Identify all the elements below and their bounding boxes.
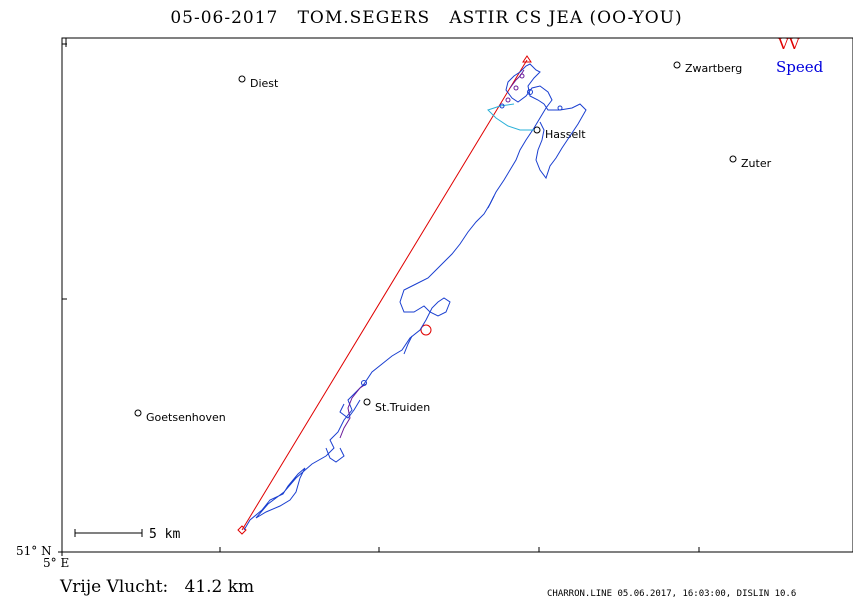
map-title: 05-06-2017 TOM.SEGERS ASTIR CS JEA (OO-Y… — [0, 8, 853, 28]
town-label: Hasselt — [545, 128, 586, 141]
town-label: Diest — [250, 77, 279, 90]
town-label: Zuter — [741, 157, 772, 170]
flight-date: 05-06-2017 — [170, 8, 279, 28]
free-flight-distance: Vrije Vlucht: 41.2 km — [60, 577, 254, 597]
axis-ticks — [58, 38, 700, 556]
scale-bar-label: 5 km — [149, 527, 180, 542]
town-st-truiden: St.Truiden — [363, 398, 430, 414]
glider-name: ASTIR CS JEA (OO-YOU) — [449, 8, 683, 28]
town-label: St.Truiden — [375, 401, 430, 414]
town-label: Zwartberg — [685, 62, 742, 75]
footer-credits: CHARRON.LINE 05.06.2017, 16:03:00, DISLI… — [547, 589, 797, 599]
distance-label: Vrije Vlucht: — [60, 577, 169, 597]
town-marker-icon — [729, 155, 737, 163]
town-goetsenhoven: Goetsenhoven — [134, 409, 226, 424]
longitude-label: 5° E — [43, 556, 70, 570]
scale-bar: 5 km — [74, 527, 180, 542]
town-zwartberg: Zwartberg — [673, 61, 742, 75]
distance-value: 41.2 km — [184, 577, 255, 597]
town-marker-icon — [363, 398, 371, 406]
pilot-name: TOM.SEGERS — [297, 8, 431, 28]
flight-track — [243, 63, 587, 531]
town-marker-icon — [238, 75, 246, 83]
map-frame — [61, 37, 853, 553]
latitude-label: 51° N — [16, 544, 52, 558]
town-zuter: Zuter — [729, 155, 772, 170]
midpoint-circle-icon — [420, 324, 432, 336]
town-label: Goetsenhoven — [146, 411, 226, 424]
town-marker-icon — [533, 126, 541, 134]
town-marker-icon — [134, 409, 142, 417]
vv-line — [237, 55, 532, 535]
town-marker-icon — [673, 61, 681, 69]
turn-point-icon — [522, 55, 532, 63]
legend-vv: VV — [778, 35, 800, 53]
legend-speed: Speed — [776, 58, 824, 76]
town-diest: Diest — [238, 75, 279, 90]
